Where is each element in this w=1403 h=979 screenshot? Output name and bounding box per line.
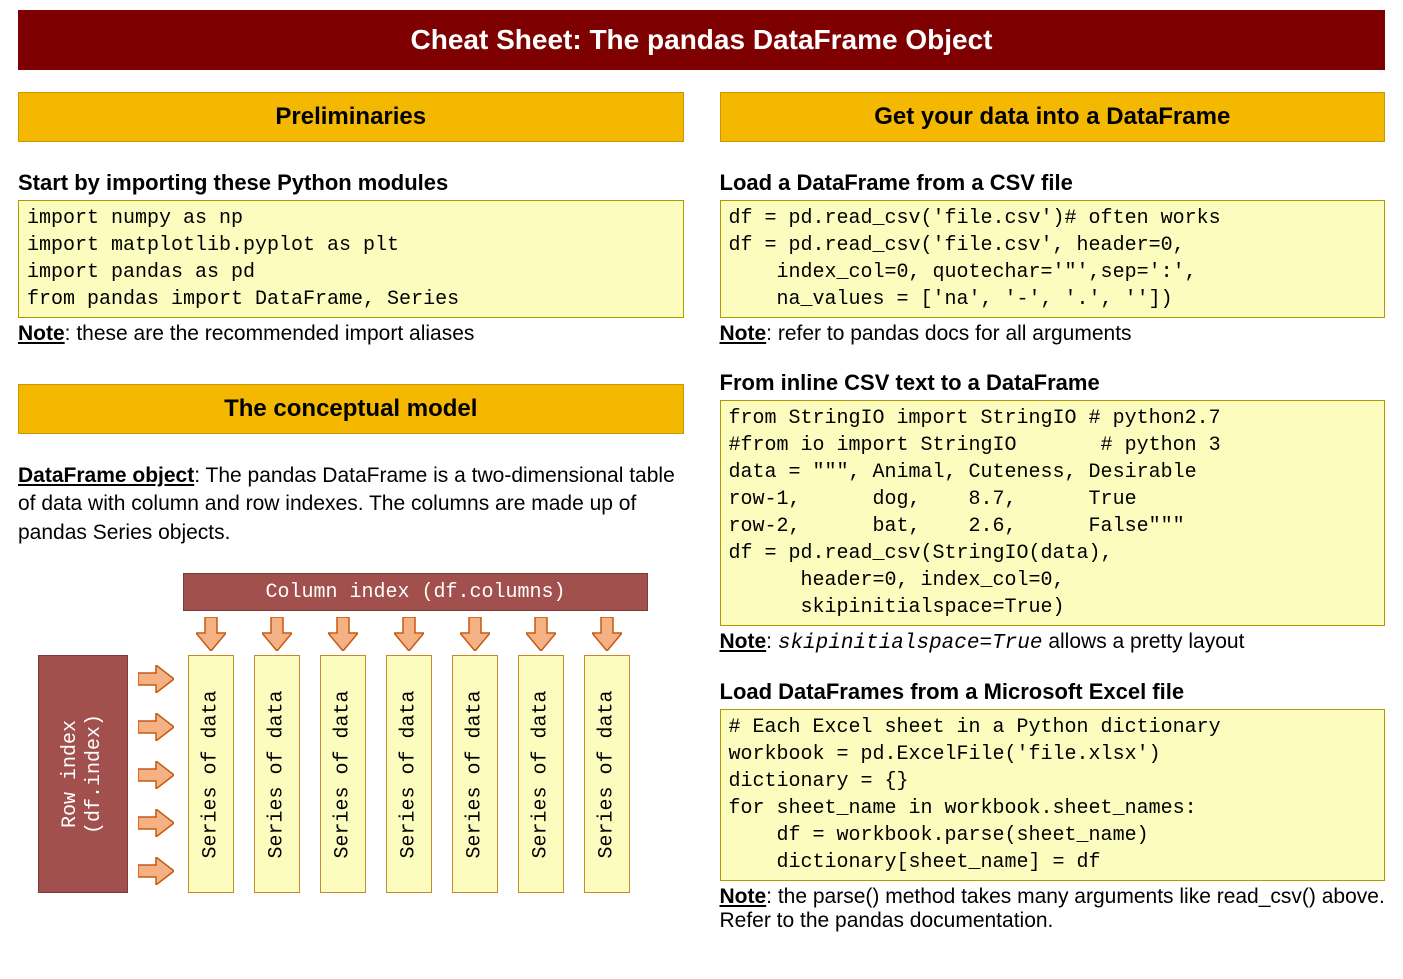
note-pre: : [766, 630, 778, 653]
note-text: : these are the recommended import alias… [65, 322, 475, 345]
arrow-right-icon [138, 857, 174, 885]
arrow-down-icon [526, 617, 556, 651]
note-label: Note [720, 322, 767, 345]
diagram-series-label: Series of data [530, 690, 553, 858]
note-mono: skipinitialspace=True [778, 632, 1043, 655]
arrow-down-icon [328, 617, 358, 651]
diagram-series-box: Series of data [386, 655, 432, 893]
diagram-series-label: Series of data [464, 690, 487, 858]
arrow-down-icon [262, 617, 292, 651]
code-box-inline-csv: from StringIO import StringIO # python2.… [720, 400, 1386, 626]
row-index-line2: (df.index) [83, 714, 106, 834]
section-header-getdata: Get your data into a DataFrame [720, 92, 1386, 142]
spacer [18, 370, 684, 384]
diagram-series-box: Series of data [254, 655, 300, 893]
arrow-right-icon [138, 665, 174, 693]
diagram-series-box: Series of data [452, 655, 498, 893]
arrow-right-icon [138, 761, 174, 789]
arrow-down-icon [196, 617, 226, 651]
note-label: Note [18, 322, 65, 345]
subheading-csv: Load a DataFrame from a CSV file [720, 170, 1386, 196]
diagram-column-index-bar: Column index (df.columns) [183, 573, 648, 611]
dataframe-definition: DataFrame object: The pandas DataFrame i… [18, 462, 684, 547]
section-header-conceptual: The conceptual model [18, 384, 684, 434]
left-column: Preliminaries Start by importing these P… [18, 92, 684, 933]
two-column-layout: Preliminaries Start by importing these P… [18, 92, 1385, 933]
diagram-row-index-text: Row index (df.index) [59, 714, 107, 834]
section-header-preliminaries: Preliminaries [18, 92, 684, 142]
right-column: Get your data into a DataFrame Load a Da… [720, 92, 1386, 933]
note-text: : refer to pandas docs for all arguments [766, 322, 1131, 345]
code-box-csv: df = pd.read_csv('file.csv')# often work… [720, 200, 1386, 318]
diagram-row-index-bar: Row index (df.index) [38, 655, 128, 893]
diagram-series-label: Series of data [200, 690, 223, 858]
arrow-right-icon [138, 809, 174, 837]
note-csv: Note: refer to pandas docs for all argum… [720, 322, 1386, 346]
arrow-right-icon [138, 713, 174, 741]
note-excel: Note: the parse() method takes many argu… [720, 885, 1386, 933]
diagram-series-label: Series of data [266, 690, 289, 858]
code-box-excel: # Each Excel sheet in a Python dictionar… [720, 709, 1386, 881]
dataframe-diagram: Column index (df.columns) Row index (df.… [28, 573, 658, 893]
diagram-series-box: Series of data [320, 655, 366, 893]
note-label: Note [720, 885, 767, 908]
diagram-series-box: Series of data [584, 655, 630, 893]
diagram-series-box: Series of data [518, 655, 564, 893]
row-index-line1: Row index [59, 720, 82, 828]
code-box-imports: import numpy as np import matplotlib.pyp… [18, 200, 684, 318]
page-root: Cheat Sheet: The pandas DataFrame Object… [0, 0, 1403, 943]
diagram-series-box: Series of data [188, 655, 234, 893]
note-label: Note [720, 630, 767, 653]
diagram-series-label: Series of data [596, 690, 619, 858]
arrow-down-icon [394, 617, 424, 651]
subheading-excel: Load DataFrames from a Microsoft Excel f… [720, 679, 1386, 705]
diagram-series-label: Series of data [332, 690, 355, 858]
subheading-inline-csv: From inline CSV text to a DataFrame [720, 370, 1386, 396]
note-text: : the parse() method takes many argument… [720, 885, 1385, 932]
note-post: allows a pretty layout [1043, 630, 1245, 653]
def-label: DataFrame object [18, 464, 194, 487]
subheading-imports: Start by importing these Python modules [18, 170, 684, 196]
note-inline-csv: Note: skipinitialspace=True allows a pre… [720, 630, 1386, 655]
note-imports: Note: these are the recommended import a… [18, 322, 684, 346]
arrow-down-icon [592, 617, 622, 651]
arrow-down-icon [460, 617, 490, 651]
diagram-series-label: Series of data [398, 690, 421, 858]
page-title: Cheat Sheet: The pandas DataFrame Object [18, 10, 1385, 70]
